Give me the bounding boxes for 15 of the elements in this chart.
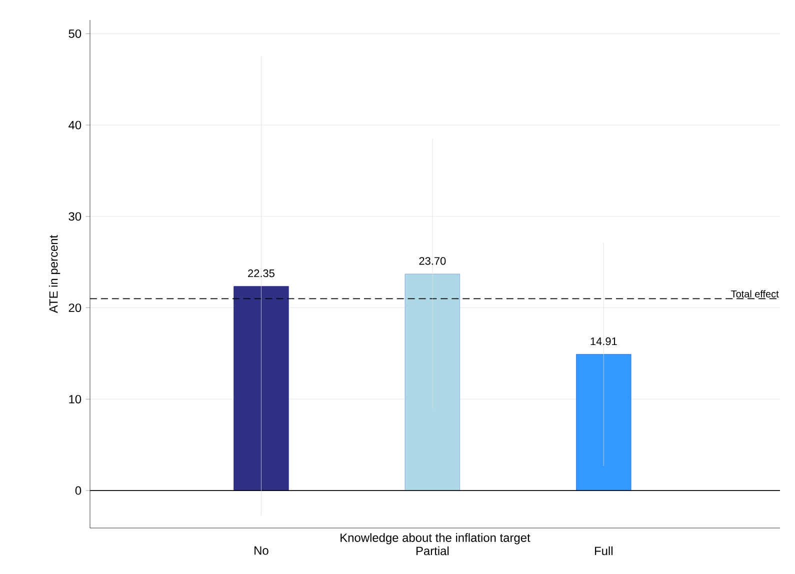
- x-tick-label: Partial: [416, 546, 449, 556]
- data-label: 14.91: [590, 337, 617, 346]
- y-axis-title: ATE in percent: [48, 235, 60, 314]
- y-tick-label: 20: [68, 304, 82, 312]
- data-label: 22.35: [248, 269, 274, 278]
- ref-line-label: Total effect: [731, 290, 779, 298]
- y-tick-label: 30: [68, 212, 82, 221]
- y-tick-label: 40: [68, 120, 82, 130]
- x-tick-label: Full: [595, 546, 612, 556]
- y-tick-label: 10: [69, 394, 82, 404]
- x-axis-title: Knowledge about the inflation target: [340, 533, 530, 544]
- data-label: 23.70: [419, 257, 446, 265]
- x-tick-label: No: [254, 546, 268, 555]
- y-tick-label: 0: [75, 486, 82, 495]
- y-tick-label: 50: [68, 29, 82, 38]
